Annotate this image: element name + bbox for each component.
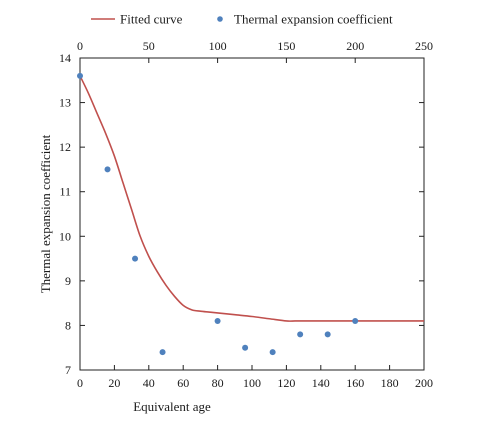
y-tick-label: 13 bbox=[59, 96, 71, 110]
x-tick-label: 60 bbox=[177, 376, 189, 390]
x-tick-label: 140 bbox=[312, 376, 330, 390]
fitted-curve-line bbox=[79, 75, 424, 322]
x-tick-label: 100 bbox=[243, 376, 261, 390]
data-point bbox=[159, 349, 166, 356]
x-tick-label: 0 bbox=[77, 376, 83, 390]
data-point bbox=[269, 349, 276, 356]
y-axis-title: Thermal expansion coefficient bbox=[38, 134, 53, 293]
x-tick-label: 160 bbox=[346, 376, 364, 390]
data-point bbox=[242, 344, 249, 351]
data-point bbox=[297, 331, 304, 338]
y-tick-label: 12 bbox=[59, 140, 71, 154]
data-point bbox=[104, 166, 111, 173]
legend-fitted-curve-label: Fitted curve bbox=[120, 12, 183, 27]
y-tick-label: 9 bbox=[65, 274, 71, 288]
x-tick-label: 40 bbox=[143, 376, 155, 390]
legend-thermal-expansion-marker bbox=[217, 16, 223, 22]
y-tick-label: 8 bbox=[65, 318, 71, 332]
plot-area bbox=[79, 57, 425, 371]
data-point bbox=[324, 331, 331, 338]
x-axis-title: Equivalent age bbox=[133, 399, 211, 414]
y-tick-label: 10 bbox=[59, 229, 71, 243]
top-x-tick-label: 100 bbox=[209, 39, 227, 53]
data-point bbox=[352, 317, 359, 324]
chart-marks bbox=[77, 72, 424, 356]
y-tick-label: 14 bbox=[59, 51, 71, 65]
axis-ticks bbox=[79, 57, 425, 371]
top-x-tick-label: 200 bbox=[346, 39, 364, 53]
x-tick-label: 180 bbox=[381, 376, 399, 390]
data-point bbox=[132, 255, 139, 262]
data-point bbox=[77, 72, 83, 79]
x-tick-label: 200 bbox=[415, 376, 433, 390]
top-x-tick-label: 0 bbox=[77, 39, 83, 53]
data-point bbox=[214, 317, 221, 324]
x-tick-label: 120 bbox=[277, 376, 295, 390]
y-tick-label: 11 bbox=[59, 185, 71, 199]
y-tick-label: 7 bbox=[65, 363, 71, 377]
top-x-tick-label: 50 bbox=[143, 39, 155, 53]
legend-thermal-expansion-label: Thermal expansion coefficient bbox=[234, 12, 393, 27]
x-tick-label: 20 bbox=[108, 376, 120, 390]
axis-tick-labels: 0 20 40 60 80 100 120 140 160 180 200 0 50 100 150 200 2… bbox=[59, 39, 433, 390]
legend: Fitted curve Thermal expansion coefficie… bbox=[91, 12, 393, 27]
top-x-tick-label: 150 bbox=[277, 39, 295, 53]
top-x-tick-label: 250 bbox=[415, 39, 433, 53]
x-tick-label: 80 bbox=[212, 376, 224, 390]
